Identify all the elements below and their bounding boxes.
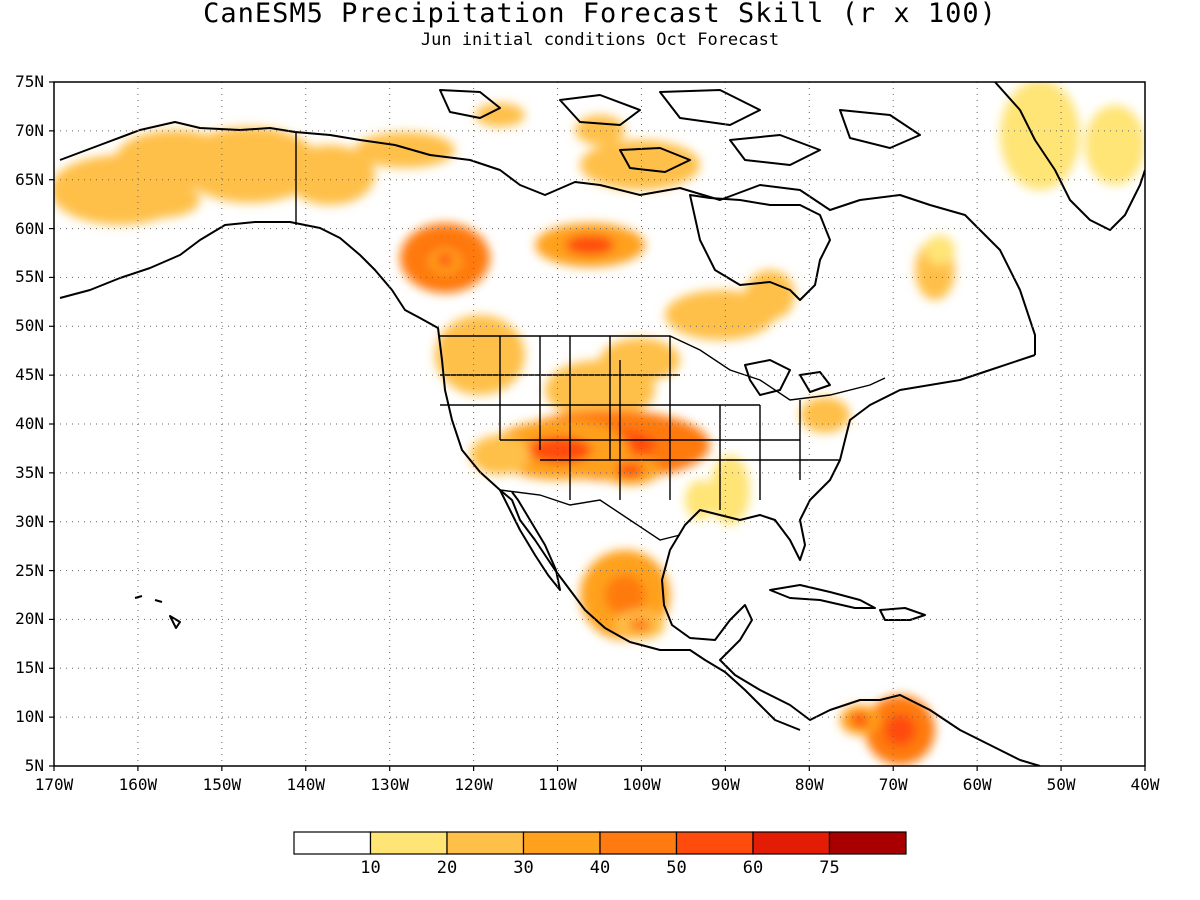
lat-label: 60N xyxy=(15,218,44,238)
lon-label: 120W xyxy=(454,775,493,794)
colorbar xyxy=(293,831,907,855)
lat-label: 10N xyxy=(15,707,44,727)
lon-label: 150W xyxy=(202,775,242,794)
lat-label: 45N xyxy=(15,365,44,385)
lon-label: 40W xyxy=(1130,775,1160,794)
colorbar-swatch xyxy=(752,831,831,855)
coastline-gulf xyxy=(661,354,1041,766)
colorbar-label: 50 xyxy=(666,858,687,878)
coastline-arctic-islands xyxy=(439,89,921,173)
colorbar-swatch xyxy=(369,831,448,855)
lon-label: 170W xyxy=(34,775,74,794)
skill-region-greenland xyxy=(1000,82,1080,190)
lon-label: 110W xyxy=(538,775,577,794)
lon-label: 80W xyxy=(794,775,824,794)
colorbar-label: 75 xyxy=(819,858,840,878)
coastline-great-lakes xyxy=(744,359,831,396)
coastline-cuba xyxy=(769,584,876,609)
colorbar-swatch xyxy=(828,831,907,855)
skill-region-yukon xyxy=(180,127,320,203)
skill-core-southern-plains xyxy=(528,436,592,464)
skill-region-canadian-prairies xyxy=(745,270,795,320)
lon-label: 160W xyxy=(118,775,158,794)
lat-label: 75N xyxy=(15,72,44,91)
lat-label: 20N xyxy=(15,609,44,629)
skill-region-arctic-islands xyxy=(580,140,700,190)
lat-label: 30N xyxy=(15,511,44,531)
skill-core-mexico xyxy=(604,574,646,616)
skill-region-yukon xyxy=(355,132,455,168)
skill-core-mexico xyxy=(628,618,652,632)
skill-core-british-columbia xyxy=(436,253,454,267)
skill-region-yukon xyxy=(285,145,375,205)
coastline-baja xyxy=(499,489,561,591)
coastline-hispaniola xyxy=(879,607,926,621)
border-us-mexico xyxy=(499,489,681,541)
colorbar-swatch xyxy=(446,831,525,855)
colorbar-swatch xyxy=(599,831,678,855)
lat-label: 65N xyxy=(15,169,44,189)
colorbar-swatch xyxy=(675,831,754,855)
chart-title: CanESM5 Precipitation Forecast Skill (r … xyxy=(203,0,997,29)
lat-label: 55N xyxy=(15,267,44,287)
coastline-hawaii xyxy=(134,595,181,629)
lat-label: 70N xyxy=(15,120,44,140)
lat-label: 15N xyxy=(15,658,44,678)
us-state-lines xyxy=(440,336,840,510)
skill-region-mississippi-valley xyxy=(685,480,715,520)
colorbar-swatch xyxy=(293,831,372,855)
colorbar-label: 40 xyxy=(589,858,611,878)
lat-label: 5N xyxy=(24,756,44,775)
coastline-hudson-bay xyxy=(689,194,831,301)
skill-region-labrador xyxy=(925,235,955,265)
lon-label: 100W xyxy=(622,775,661,794)
colorbar-label: 60 xyxy=(742,858,764,878)
lon-label: 60W xyxy=(962,775,992,794)
coastlines xyxy=(59,82,1145,766)
skill-core-venezuela xyxy=(851,713,869,727)
axis-ticks xyxy=(49,81,1146,771)
colorbar-label: 10 xyxy=(360,858,381,878)
colorbar-label: 30 xyxy=(513,858,534,878)
skill-core-southern-plains xyxy=(616,463,644,477)
skill-region-greenland xyxy=(1085,105,1145,185)
colorbar-label: 20 xyxy=(436,858,458,878)
skill-region-arctic-islands xyxy=(575,115,625,145)
skill-region-arctic-islands xyxy=(475,103,525,127)
colorbar-swatch xyxy=(522,831,601,855)
lon-label: 140W xyxy=(286,775,326,794)
skill-region-alaska xyxy=(120,182,200,218)
lat-label: 50N xyxy=(15,316,44,336)
lat-label: 25N xyxy=(15,560,44,580)
skill-region-southwest xyxy=(470,435,530,475)
lon-label: 130W xyxy=(370,775,409,794)
skill-core-venezuela xyxy=(884,714,916,746)
coastline-pacific xyxy=(59,221,801,731)
skill-shading xyxy=(54,82,1145,765)
chart-subtitle: Jun initial conditions Oct Forecast xyxy=(420,30,780,50)
coastline-arctic-canada xyxy=(394,144,1036,355)
lat-label: 35N xyxy=(15,462,44,482)
coastline-alaska-north xyxy=(59,121,396,161)
coastline-greenland xyxy=(994,82,1145,231)
gridlines xyxy=(54,82,1145,766)
skill-core-british-columbia xyxy=(565,235,615,255)
lat-label: 40N xyxy=(15,414,44,433)
lon-label: 70W xyxy=(878,775,908,794)
lon-label: 50W xyxy=(1046,775,1076,794)
skill-region-mid-atlantic xyxy=(800,397,850,433)
skill-region-pacific-northwest xyxy=(435,315,525,395)
lon-label: 90W xyxy=(710,775,740,794)
